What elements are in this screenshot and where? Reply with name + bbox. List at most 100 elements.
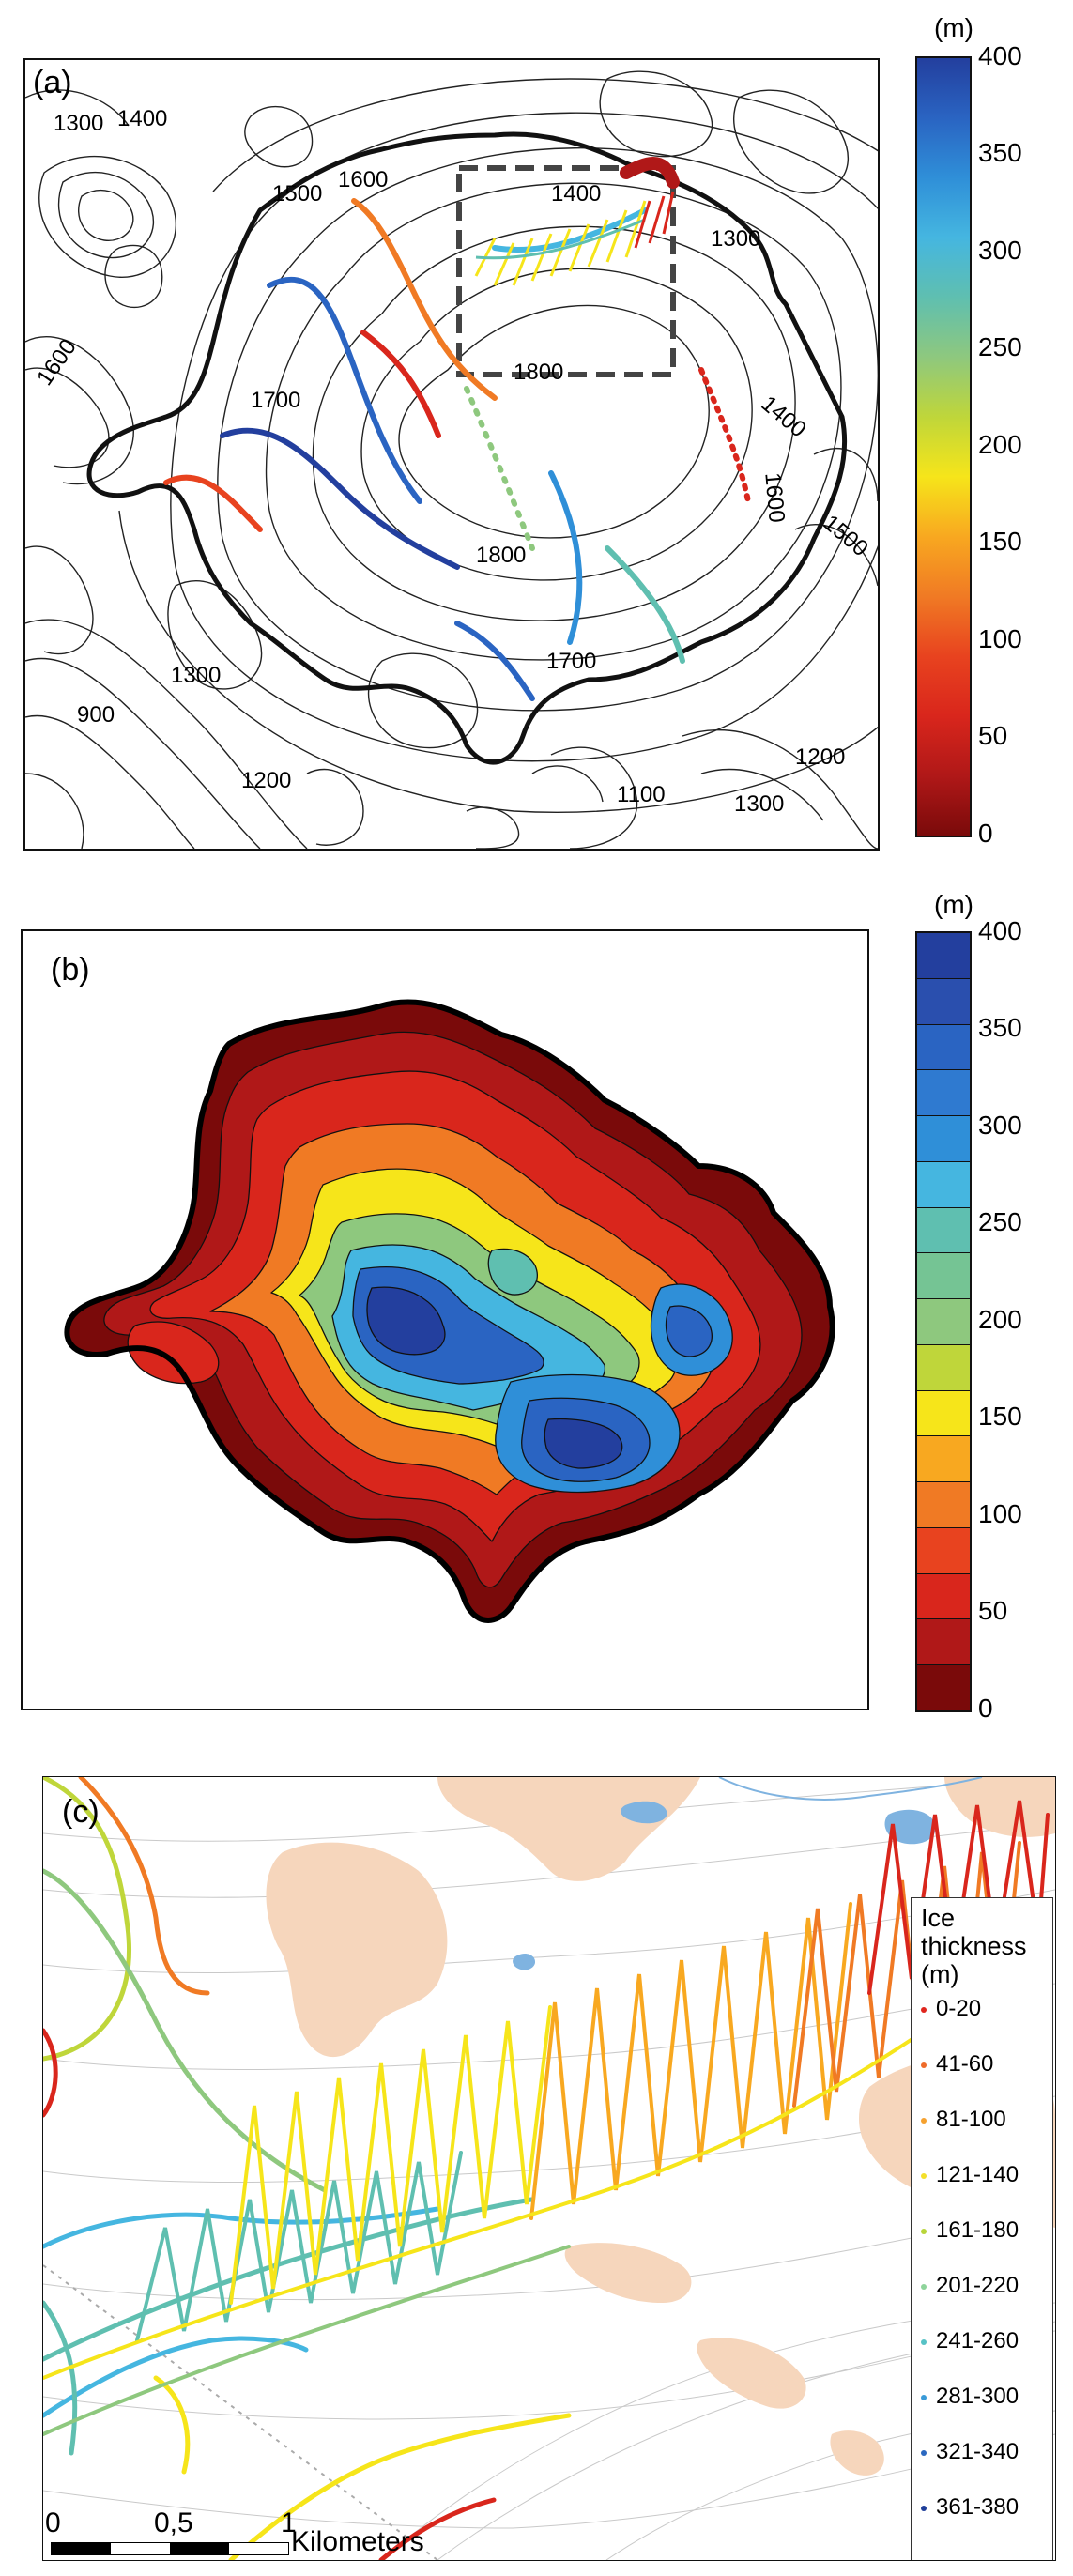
legend-dot (921, 2062, 927, 2068)
colorbar-b (915, 931, 972, 1712)
radar-dense-grid (474, 191, 675, 286)
contour-label: 1300 (711, 226, 760, 252)
contour-label: 1400 (551, 181, 601, 207)
contour-label: 1500 (272, 181, 322, 207)
panel-a-contour-map: 1300 1400 1500 1600 1400 1300 1600 1800 … (25, 70, 878, 849)
legend-item: 121-140 (921, 2162, 1043, 2217)
colorbar-a-tick: 350 (978, 138, 1022, 167)
legend-dot (921, 2395, 927, 2400)
scale-tick-half: 0,5 (154, 2507, 193, 2538)
panel-c-label: (c) (62, 1794, 100, 1830)
contour-label: 1600 (759, 471, 789, 524)
legend-item-label: 0-20 (936, 1996, 982, 2021)
contour-label: 1300 (734, 791, 784, 817)
ice-thickness-legend: Ice thickness (m) 0-20 41-60 81-100 121-… (911, 1897, 1053, 2560)
colorbar-a-tick: 250 (978, 332, 1022, 361)
panel-a-label: (a) (33, 65, 72, 100)
colorbar-a-tick: 200 (978, 430, 1022, 459)
legend-item: 41-60 (921, 2051, 1043, 2107)
colorbar-b-tick: 50 (978, 1596, 1008, 1625)
contour-label: 1800 (476, 543, 526, 568)
colorbar-b-tick: 350 (978, 1013, 1022, 1042)
legend-title: Ice thickness (m) (921, 1904, 1027, 1988)
legend-item-label: 41-60 (936, 2051, 994, 2077)
contour-label: 1400 (117, 106, 167, 131)
colorbar-b-tick: 250 (978, 1207, 1022, 1236)
legend-item-label: 281-300 (936, 2384, 1019, 2409)
legend-item: 81-100 (921, 2107, 1043, 2162)
legend-dot (921, 2229, 927, 2234)
colorbar-a-tick: 50 (978, 721, 1008, 750)
scale-seg (111, 2543, 170, 2554)
panel-b-map: (b) (21, 929, 869, 1710)
contour-label: 1400 (756, 391, 810, 442)
contour-label: 1600 (338, 167, 388, 192)
panel-c-zigzag-grid (43, 1800, 1050, 2436)
contour-label: 1100 (617, 782, 666, 807)
colorbar-a-tick: 100 (978, 624, 1022, 653)
contour-label: 1300 (171, 663, 221, 688)
legend-item-label: 161-180 (936, 2217, 1019, 2243)
legend-dot (921, 2284, 927, 2290)
contour-label: 900 (77, 702, 115, 728)
legend-item-label: 241-260 (936, 2328, 1019, 2354)
colorbar-b-tick: 150 (978, 1402, 1022, 1431)
contour-label: 1700 (251, 388, 300, 413)
legend-dot (921, 2450, 927, 2456)
legend-item-label: 361-380 (936, 2494, 1019, 2520)
panel-a-contour-labels: 1300 1400 1500 1600 1400 1300 1600 1800 … (32, 106, 873, 817)
legend-item-label: 121-140 (936, 2162, 1019, 2187)
colorbar-a-tick: 150 (978, 527, 1022, 556)
legend-items: 0-20 41-60 81-100 121-140 161-180 201-22… (921, 1996, 1043, 2550)
scale-tick-0: 0 (45, 2507, 61, 2538)
legend-dot (921, 2007, 927, 2013)
legend-item: 281-300 (921, 2384, 1043, 2439)
radar-tracks (163, 157, 751, 701)
contour-label: 1200 (795, 744, 845, 770)
glacier-outline-b (64, 999, 835, 1623)
contour-label: 1800 (514, 360, 563, 385)
colorbar-a-tick: 0 (978, 819, 993, 848)
legend-item: 241-260 (921, 2328, 1043, 2384)
colorbar-b-tick: 100 (978, 1499, 1022, 1528)
contour-label: 1300 (54, 111, 103, 136)
colorbar-b-tick: 300 (978, 1111, 1022, 1140)
panel-a-contours (25, 70, 878, 849)
legend-dot (921, 2339, 927, 2345)
legend-item: 361-380 (921, 2494, 1043, 2550)
colorbar-b-unit: (m) (934, 890, 973, 919)
panel-c-water (513, 1777, 983, 1970)
legend-dot (921, 2118, 927, 2124)
zoom-box (456, 165, 676, 377)
panel-c-dashed-line (43, 2264, 438, 2560)
scale-unit: Kilometers (291, 2526, 424, 2557)
contour-label: 1200 (241, 768, 291, 793)
colorbar-a (915, 56, 972, 837)
scale-bar (51, 2542, 289, 2555)
colorbar-a-tick: 400 (978, 41, 1022, 70)
panel-b-label: (b) (51, 952, 90, 988)
colorbar-b-tick: 200 (978, 1305, 1022, 1334)
contour-label: 1700 (546, 649, 596, 674)
colorbar-a-tick: 300 (978, 236, 1022, 265)
thickness-contours (64, 999, 835, 1623)
colorbar-b-tick: 400 (978, 916, 1022, 945)
legend-item: 0-20 (921, 1996, 1043, 2051)
scale-seg (170, 2543, 229, 2554)
scale-tick-1: 1 (281, 2507, 297, 2538)
colorbar-b-tick: 0 (978, 1694, 993, 1723)
legend-dot (921, 2173, 927, 2179)
panel-c-track-map (43, 1777, 1055, 2560)
colorbar-a-unit: (m) (934, 13, 973, 42)
legend-dot (921, 2506, 927, 2511)
panel-a-map: 1300 1400 1500 1600 1400 1300 1600 1800 … (23, 58, 880, 851)
panel-c-map: (c) Ice thickness (m) 0-20 41-60 81-100 … (42, 1776, 1056, 2561)
legend-item: 161-180 (921, 2217, 1043, 2273)
legend-item-label: 201-220 (936, 2273, 1019, 2298)
legend-item: 321-340 (921, 2439, 1043, 2494)
legend-item-label: 321-340 (936, 2439, 1019, 2464)
legend-item-label: 81-100 (936, 2107, 1006, 2132)
scale-seg (52, 2543, 111, 2554)
panel-b-thickness-map (64, 999, 835, 1623)
scale-seg (229, 2543, 288, 2554)
